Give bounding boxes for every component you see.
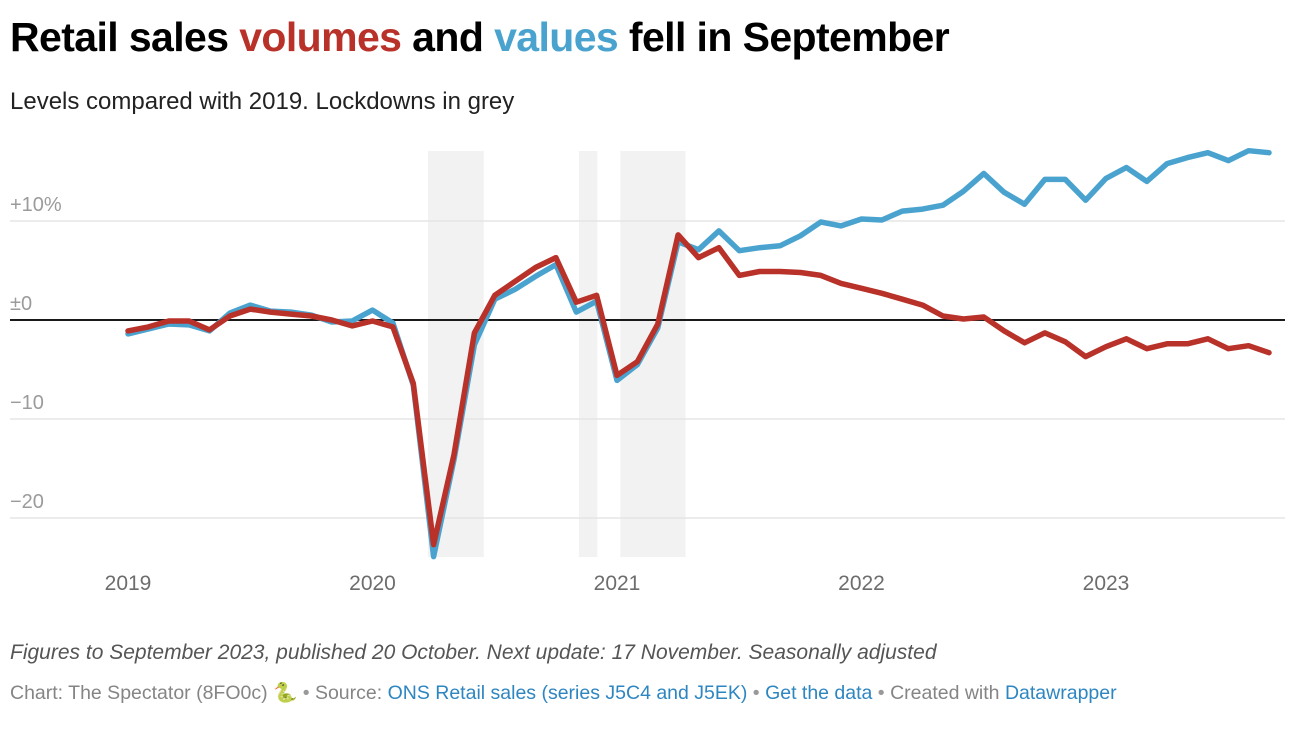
y-tick-label: +10% — [10, 194, 62, 216]
chart-credit: Chart: The Spectator (8FO0c) — [10, 682, 268, 704]
x-tick-label: 2019 — [105, 572, 152, 595]
source-link[interactable]: ONS Retail sales (series J5C4 and J5EK) — [387, 682, 748, 704]
y-tick-label: ±0 — [10, 293, 32, 315]
y-tick-label: −10 — [10, 392, 44, 414]
series-line-volumes — [125, 232, 1272, 548]
lockdown-band-2 — [578, 151, 598, 557]
datawrapper-link[interactable]: Datawrapper — [1004, 682, 1117, 704]
chart-notes: Figures to September 2023, published 20 … — [10, 641, 937, 664]
y-tick-label: −20 — [10, 491, 44, 513]
series-lines — [125, 147, 1272, 560]
y-axis-ticks: +10% ±0 −10 −20 — [10, 194, 62, 513]
x-axis-ticks: 2019 2020 2021 2022 2023 — [105, 572, 1130, 595]
snake-emoji-icon: 🐍 — [273, 682, 298, 704]
source-label: Source: — [314, 682, 388, 704]
title-volumes-legend: volumes — [239, 14, 402, 60]
chart-byline: Chart: The Spectator (8FO0c) 🐍 • Source:… — [10, 681, 1117, 705]
title-part-5: fell in September — [618, 14, 950, 60]
x-tick-label: 2021 — [594, 572, 641, 595]
title-values-legend: values — [494, 14, 619, 60]
lockdown-band-3 — [620, 151, 686, 557]
get-the-data-link[interactable]: Get the data — [765, 682, 873, 704]
chart-subtitle: Levels compared with 2019. Lockdowns in … — [10, 88, 515, 115]
separator: • — [872, 682, 891, 704]
line-chart: +10% ±0 −10 −20 2019 2020 2021 2022 2023 — [10, 147, 1285, 595]
x-tick-label: 2020 — [349, 572, 396, 595]
chart-title: Retail sales volumes and values fell in … — [10, 14, 950, 61]
gridlines — [10, 220, 1285, 519]
lockdown-shading — [427, 151, 686, 557]
title-part-3: and — [401, 14, 495, 60]
separator: • — [297, 682, 315, 704]
x-tick-label: 2022 — [838, 572, 885, 595]
separator: • — [747, 682, 766, 704]
created-with-label: Created with — [890, 682, 1005, 704]
title-part-1: Retail sales — [10, 14, 240, 60]
x-tick-label: 2023 — [1083, 572, 1130, 595]
